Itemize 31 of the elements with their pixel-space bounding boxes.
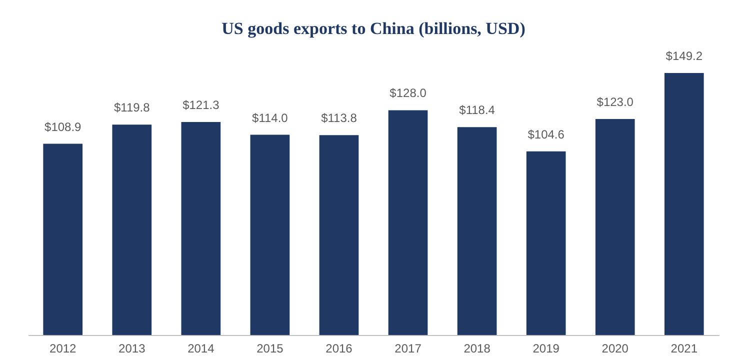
bar <box>250 134 290 335</box>
bar <box>112 124 152 335</box>
x-tick-label: 2016 <box>326 342 353 356</box>
data-label: $104.6 <box>528 127 565 142</box>
data-label: $123.0 <box>596 95 634 110</box>
data-label: $119.8 <box>114 100 150 115</box>
x-tick-label: 2020 <box>602 342 629 356</box>
bar <box>457 127 497 335</box>
x-tick-label: 2019 <box>532 342 560 356</box>
chart-title: US goods exports to China (billions, USD) <box>222 19 526 38</box>
x-tick-label: 2013 <box>118 342 146 356</box>
bar <box>181 122 221 335</box>
data-label: $108.9 <box>44 120 82 134</box>
data-label: $128.0 <box>390 86 427 100</box>
data-label: $118.4 <box>459 103 496 118</box>
bar <box>319 135 359 335</box>
x-tick-label: 2021 <box>670 342 698 356</box>
x-tick-label: 2017 <box>394 342 422 356</box>
bar <box>595 119 635 335</box>
bar <box>43 144 83 335</box>
bar <box>526 151 566 335</box>
x-tick-label: 2018 <box>464 342 491 356</box>
bar <box>388 110 428 335</box>
x-tick-label: 2012 <box>50 342 77 356</box>
data-label: $121.3 <box>182 98 220 112</box>
data-label: $114.0 <box>252 110 288 125</box>
data-label: $113.8 <box>321 111 358 126</box>
data-label: $149.2 <box>666 49 703 63</box>
bar <box>664 73 704 335</box>
x-tick-label: 2014 <box>188 342 215 356</box>
x-tick-label: 2015 <box>256 342 284 356</box>
